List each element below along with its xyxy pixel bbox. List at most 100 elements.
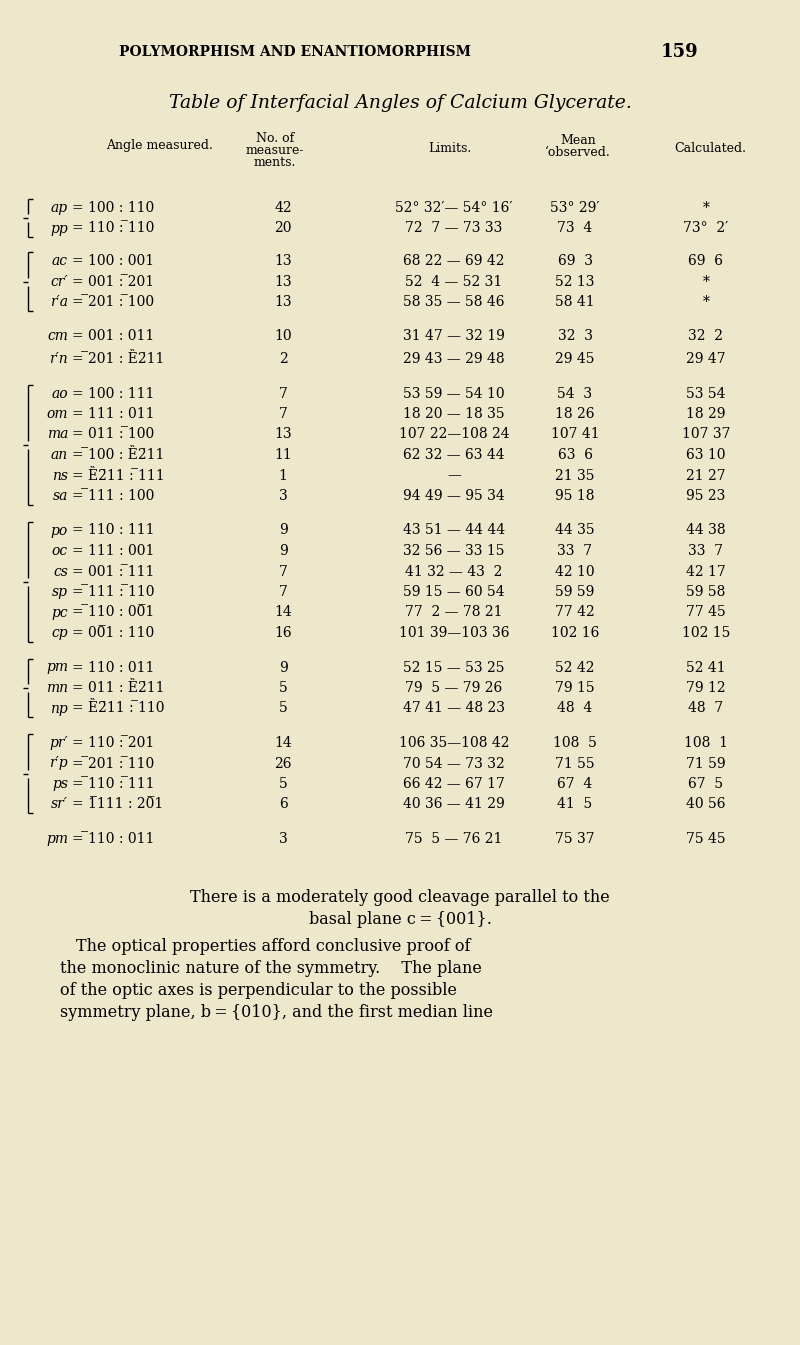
Text: cm: cm [47, 330, 68, 343]
Text: 75 37: 75 37 [555, 833, 595, 846]
Text: 1: 1 [278, 468, 287, 483]
Text: 63  6: 63 6 [558, 448, 593, 461]
Text: 73°  2′: 73° 2′ [683, 222, 729, 235]
Text: 53 54: 53 54 [686, 386, 726, 401]
Text: ps: ps [52, 777, 68, 791]
Text: 20: 20 [274, 222, 292, 235]
Text: 7: 7 [278, 386, 287, 401]
Text: symmetry plane, b = {010}, and the first median line: symmetry plane, b = {010}, and the first… [60, 1003, 493, 1021]
Text: *: * [702, 274, 710, 288]
Text: 71 59: 71 59 [686, 756, 726, 771]
Text: = ̅201 : Ȅ2̄11: = ̅201 : Ȅ2̄11 [72, 352, 164, 366]
Text: 58 41: 58 41 [555, 295, 595, 309]
Text: 107 22—108 24: 107 22—108 24 [398, 428, 510, 441]
Text: 3: 3 [278, 490, 287, 503]
Text: 102 16: 102 16 [551, 625, 599, 640]
Text: Angle measured.: Angle measured. [106, 139, 214, 152]
Text: 32  3: 32 3 [558, 330, 593, 343]
Text: 52 41: 52 41 [686, 660, 726, 674]
Text: 52° 32′— 54° 16′: 52° 32′— 54° 16′ [395, 200, 513, 215]
Text: sa: sa [53, 490, 68, 503]
Text: 71 55: 71 55 [555, 756, 595, 771]
Text: = 011 : Ȅ2̄11: = 011 : Ȅ2̄11 [72, 681, 165, 695]
Text: ac: ac [52, 254, 68, 268]
Text: = ̅201 : ̅100: = ̅201 : ̅100 [72, 295, 154, 309]
Text: 94 49 — 95 34: 94 49 — 95 34 [403, 490, 505, 503]
Text: mn: mn [46, 681, 68, 695]
Text: 18 20 — 18 35: 18 20 — 18 35 [403, 408, 505, 421]
Text: np: np [50, 702, 68, 716]
Text: 14: 14 [274, 736, 292, 751]
Text: pr′: pr′ [50, 736, 68, 751]
Text: The optical properties afford conclusive proof of: The optical properties afford conclusive… [60, 937, 470, 955]
Text: cp: cp [51, 625, 68, 640]
Text: 40 56: 40 56 [686, 798, 726, 811]
Text: 44 38: 44 38 [686, 523, 726, 538]
Text: 70 54 — 73 32: 70 54 — 73 32 [403, 756, 505, 771]
Text: = 001 : ̅111: = 001 : ̅111 [72, 565, 154, 578]
Text: 32 56 — 33 15: 32 56 — 33 15 [403, 543, 505, 558]
Text: = ̅201 : ̅110: = ̅201 : ̅110 [72, 756, 154, 771]
Text: sp: sp [52, 585, 68, 599]
Text: basal plane c = {001}.: basal plane c = {001}. [309, 911, 491, 928]
Text: 68 22 — 69 42: 68 22 — 69 42 [403, 254, 505, 268]
Text: 95 18: 95 18 [555, 490, 594, 503]
Text: *: * [702, 295, 710, 309]
Text: = ̅111 : ̅110: = ̅111 : ̅110 [72, 585, 154, 599]
Text: POLYMORPHISM AND ENANTIOMORPHISM: POLYMORPHISM AND ENANTIOMORPHISM [119, 44, 471, 59]
Text: 106 35—108 42: 106 35—108 42 [398, 736, 510, 751]
Text: 6: 6 [278, 798, 287, 811]
Text: 52 15 — 53 25: 52 15 — 53 25 [403, 660, 505, 674]
Text: 63 10: 63 10 [686, 448, 726, 461]
Text: cs: cs [53, 565, 68, 578]
Text: 41 32 — 43  2: 41 32 — 43 2 [406, 565, 502, 578]
Text: 59 58: 59 58 [686, 585, 726, 599]
Text: = 100 : 111: = 100 : 111 [72, 386, 154, 401]
Text: 42 10: 42 10 [555, 565, 595, 578]
Text: *: * [702, 200, 710, 215]
Text: 108  1: 108 1 [684, 736, 728, 751]
Text: 159: 159 [661, 43, 699, 61]
Text: measure-: measure- [246, 144, 304, 156]
Text: 67  4: 67 4 [558, 777, 593, 791]
Text: 62 32 — 63 44: 62 32 — 63 44 [403, 448, 505, 461]
Text: 75 45: 75 45 [686, 833, 726, 846]
Text: = 100 : 001: = 100 : 001 [72, 254, 154, 268]
Text: = ̅100 : Ȅ2̄11: = ̅100 : Ȅ2̄11 [72, 448, 164, 461]
Text: 7: 7 [278, 565, 287, 578]
Text: = Ȅ2̄11 : ̅̅111: = Ȅ2̄11 : ̅̅111 [72, 468, 165, 483]
Text: 7: 7 [278, 408, 287, 421]
Text: 29 45: 29 45 [555, 352, 594, 366]
Text: pc: pc [51, 605, 68, 620]
Text: 77 45: 77 45 [686, 605, 726, 620]
Text: 107 37: 107 37 [682, 428, 730, 441]
Text: Limits.: Limits. [428, 141, 472, 155]
Text: 53 59 — 54 10: 53 59 — 54 10 [403, 386, 505, 401]
Text: = 00̅1 : 110: = 00̅1 : 110 [72, 625, 154, 640]
Text: 53° 29′: 53° 29′ [550, 200, 600, 215]
Text: = ̅111 : 100: = ̅111 : 100 [72, 490, 154, 503]
Text: = Ȅ2̄11 : ̅110: = Ȅ2̄11 : ̅110 [72, 702, 165, 716]
Text: 18 26: 18 26 [555, 408, 594, 421]
Text: = ̅110 : 011: = ̅110 : 011 [72, 833, 154, 846]
Text: 48  4: 48 4 [558, 702, 593, 716]
Text: ments.: ments. [254, 156, 296, 168]
Text: = 001 : 011: = 001 : 011 [72, 330, 154, 343]
Text: r′a: r′a [50, 295, 68, 309]
Text: the monoclinic nature of the symmetry.  The plane: the monoclinic nature of the symmetry. T… [60, 960, 482, 976]
Text: po: po [50, 523, 68, 538]
Text: = 100 : 110: = 100 : 110 [72, 200, 154, 215]
Text: 73  4: 73 4 [558, 222, 593, 235]
Text: 52 42: 52 42 [555, 660, 594, 674]
Text: sr′: sr′ [51, 798, 68, 811]
Text: Mean: Mean [560, 134, 596, 148]
Text: pm: pm [46, 660, 68, 674]
Text: ‘observed.: ‘observed. [545, 147, 611, 160]
Text: No. of: No. of [256, 132, 294, 144]
Text: of the optic axes is perpendicular to the possible: of the optic axes is perpendicular to th… [60, 982, 457, 999]
Text: ap: ap [51, 200, 68, 215]
Text: 58 35 — 58 46: 58 35 — 58 46 [403, 295, 505, 309]
Text: = 011 : ̅100: = 011 : ̅100 [72, 428, 154, 441]
Text: 79  5 — 79 26: 79 5 — 79 26 [406, 681, 502, 695]
Text: 41  5: 41 5 [558, 798, 593, 811]
